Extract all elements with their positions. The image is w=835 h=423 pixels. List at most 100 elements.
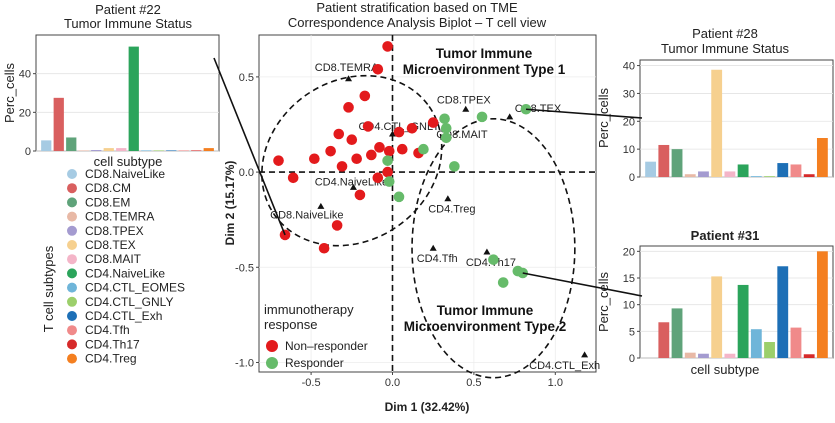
responder-point (440, 122, 452, 134)
responder-point (440, 132, 452, 144)
legend-swatch (67, 211, 77, 222)
connector-patient-31 (522, 272, 643, 297)
legend-label: CD4.CTL_Exh (85, 309, 162, 323)
legend-swatch (67, 254, 77, 265)
legend-label: CD4.CTL_GNLY (85, 295, 173, 309)
non-responder-point (309, 153, 320, 165)
y-tick-label: 0.0 (239, 167, 254, 179)
non-responder-point (383, 145, 395, 157)
non-responder-point (359, 90, 371, 102)
biplot-panel: Patient stratification based on TME Corr… (223, 0, 600, 414)
non-responder-point (336, 161, 348, 172)
non-responder-point (374, 142, 385, 153)
region-label-2: Tumor Immune (437, 303, 534, 318)
cell-type-label: CD4.NaiveLike (315, 176, 388, 188)
patient-31-y-axis-label: Perc_cells (596, 272, 611, 332)
y-tick-label: 10 (623, 300, 635, 312)
responder-point (382, 155, 393, 166)
biplot-title: Patient stratification based on TME (316, 0, 518, 15)
bar-cd8-cm (53, 97, 64, 151)
responder-point (488, 254, 499, 265)
biplot-ticks: -0.5 0.0 0.5 1.0 -1.0 -0.5 0.0 0.5 (235, 72, 563, 389)
bar-cd8-tex (103, 148, 114, 151)
y-tick-label: 40 (19, 69, 31, 81)
y-tick-label: -0.5 (235, 262, 254, 274)
bar-cd8-em (671, 149, 683, 177)
cell-type-marker (444, 195, 452, 202)
biplot-ellipses (261, 74, 576, 379)
bar-cd8-tpex (91, 150, 102, 151)
cell-type-marker (317, 202, 325, 209)
connector-patient-28 (525, 108, 643, 119)
bar-cd4-treg (816, 138, 828, 177)
y-tick-label: 0 (629, 353, 635, 365)
bar-cd4-naivelike (128, 46, 139, 151)
bar-cd8-naivelike (645, 161, 657, 177)
bar-cd8-tex (711, 69, 723, 177)
connector-patient-22 (213, 57, 286, 236)
legend-swatch (67, 311, 77, 321)
biplot-x-axis-label: Dim 1 (32.42%) (385, 400, 470, 414)
non-responder-point (325, 145, 336, 157)
bar-cd8-em (671, 308, 683, 358)
responder-point (497, 277, 509, 288)
cell-type-marker (506, 113, 514, 120)
non-responder-point (318, 242, 330, 254)
legend-label: CD4.NaiveLike (85, 266, 165, 280)
legend-label: CD8.NaiveLike (85, 167, 165, 181)
response-legend-label: Non–responder (285, 339, 368, 353)
y-tick-label: 0.5 (239, 72, 254, 84)
legend-label: CD4.Tfh (85, 323, 130, 337)
bar-cd4-ctl-eomes (141, 150, 152, 151)
patient-22-x-axis-label: cell subtype (94, 154, 163, 169)
non-responder-point (393, 126, 405, 138)
y-tick-label: 10 (623, 144, 635, 156)
legend-label: CD8.EM (85, 195, 130, 209)
patient-22-panel: Patient #22 Tumor Immune Status 0 20 40 Pe… (2, 2, 220, 169)
bar-cd4-th17 (191, 150, 202, 151)
bar-cd8-temra (684, 174, 696, 177)
region-label-1: Tumor Immune (436, 46, 533, 61)
bar-cd4-th17 (803, 174, 815, 177)
cell-subtype-legend: T cell subtypes CD8.NaiveLikeCD8.CMCD8.E… (41, 167, 185, 366)
bar-cd4-th17 (803, 354, 815, 358)
responder-point (439, 113, 450, 125)
legend-swatch (67, 296, 77, 307)
non-responder-point (427, 117, 439, 128)
patient-28-panel: Patient #28 Tumor Immune Status 0 10 20 30 4… (596, 26, 834, 184)
patient-31-y-ticks: 0 5 10 15 20 (623, 246, 640, 365)
cell-type-label: CD8.NaiveLike (270, 209, 343, 221)
non-responder-point (406, 122, 418, 134)
bar-cd8-naivelike (41, 140, 52, 151)
y-tick-label: 0 (25, 146, 31, 158)
patient-22-y-axis-label: Perc_cells (2, 63, 17, 123)
bar-cd8-mait (116, 148, 127, 151)
y-tick-label: 15 (623, 273, 635, 285)
responder-point (393, 191, 405, 203)
responder-point (520, 103, 532, 115)
bar-cd4-ctl-exh (777, 266, 789, 358)
responder-point (476, 111, 488, 123)
x-tick-label: -0.5 (302, 377, 321, 389)
non-responder-point (366, 149, 377, 161)
patient-22-plot-frame (35, 34, 220, 152)
bar-cd4-ctl-eomes (750, 329, 762, 358)
non-responder-point (346, 134, 358, 146)
cell-type-marker (349, 183, 357, 190)
bar-cd4-ctl-eomes (750, 176, 762, 177)
bar-cd4-ctl-exh (166, 150, 177, 151)
response-legend-label: Responder (285, 356, 344, 370)
patient-31-bars (658, 251, 828, 358)
legend-swatch (67, 197, 77, 208)
bar-cd8-tpex (698, 353, 709, 358)
bar-cd4-tfh (790, 327, 802, 358)
response-legend-title: immunotherapy (264, 302, 354, 317)
patient-22-y-ticks: 0 20 40 (19, 69, 36, 158)
legend-label: CD8.TEX (85, 238, 136, 252)
cell-type-marker (483, 248, 491, 255)
non-responder-point (382, 166, 393, 178)
legend-swatch (67, 339, 77, 350)
bar-cd4-treg (816, 251, 828, 358)
legend-swatch (67, 268, 77, 279)
